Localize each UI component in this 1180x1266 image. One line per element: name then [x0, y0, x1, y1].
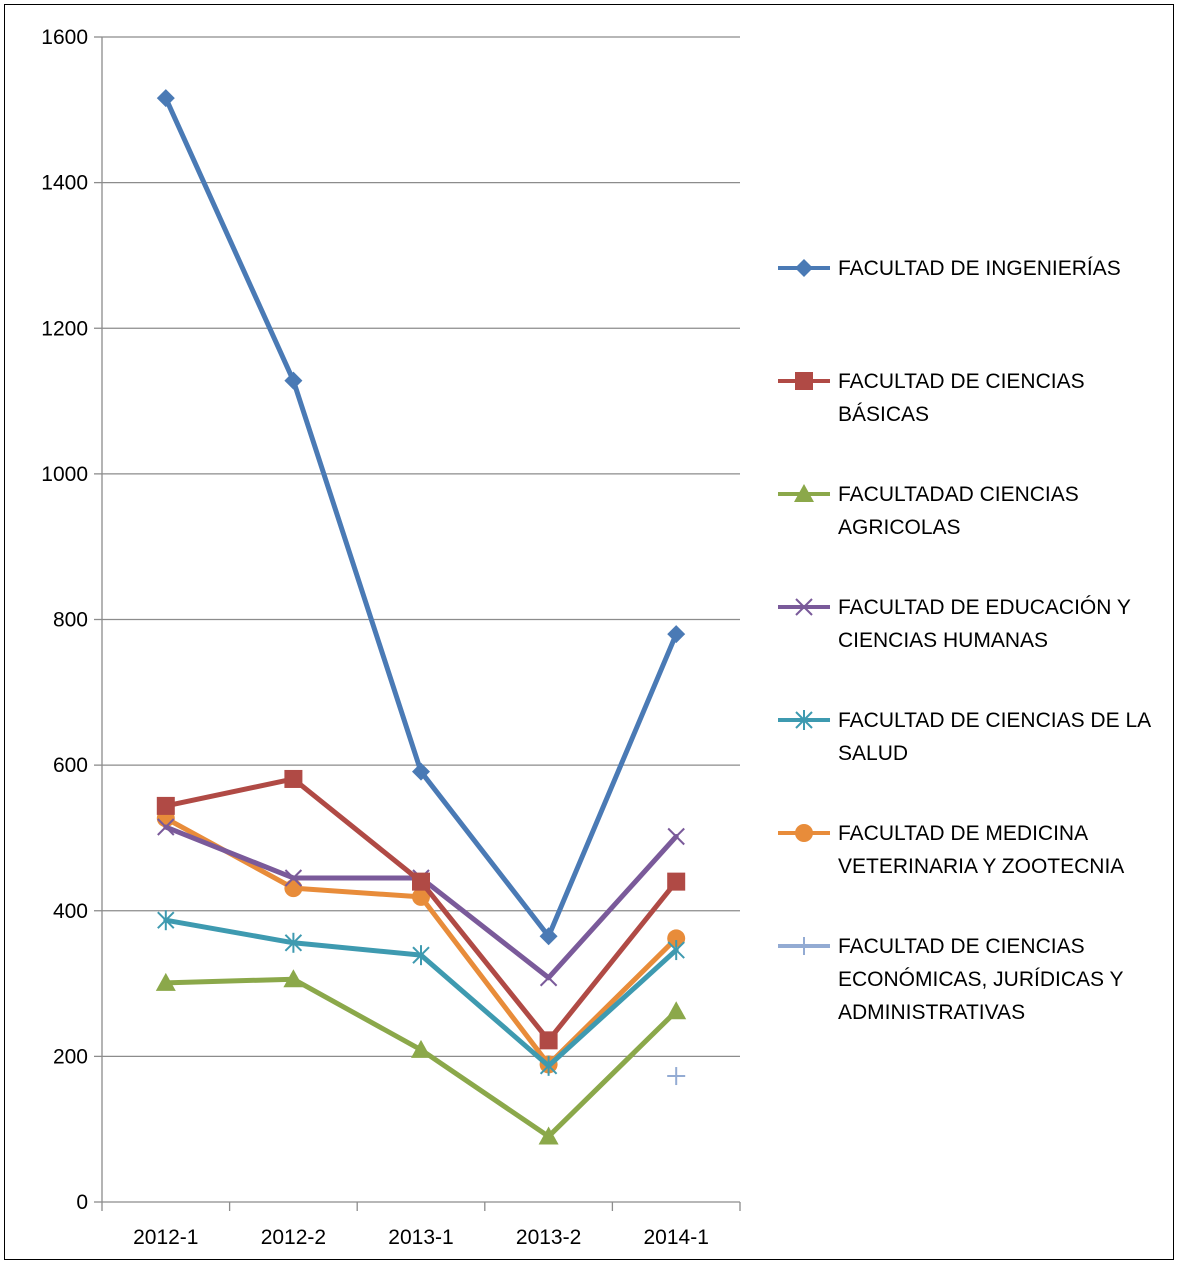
legend-entry: FACULTAD DE CIENCIAS DE LA SALUD [778, 709, 1151, 765]
y-tick-label: 1600 [41, 26, 88, 49]
y-tick-label: 800 [53, 609, 88, 632]
legend-label-line: FACULTAD DE EDUCACIÓN Y [838, 596, 1131, 619]
x-tick-label: 2012-1 [133, 1226, 198, 1249]
legend-label-line: BÁSICAS [838, 403, 929, 426]
data-point [412, 887, 430, 906]
legend-marker [795, 372, 813, 390]
series-1 [156, 89, 686, 946]
data-point [539, 927, 558, 946]
legend-entry: FACULTAD DE CIENCIAS BÁSICAS [778, 370, 1085, 426]
y-tick-label: 0 [76, 1191, 88, 1214]
data-point [412, 762, 430, 781]
y-tick-label: 400 [53, 900, 88, 923]
chart-frame [4, 4, 1174, 1260]
legend-entry: FACULTADAD CIENCIAS AGRICOLAS [778, 483, 1079, 539]
legend-marker [795, 710, 813, 730]
legend-entry: FACULTAD DE CIENCIAS ECONÓMICAS, JURÍDICA… [778, 935, 1124, 1024]
legend-marker [795, 824, 813, 842]
data-point [667, 940, 685, 961]
x-tick-label: 2013-2 [516, 1226, 581, 1249]
legend-label-line: FACULTAD DE INGENIERÍAS [838, 257, 1121, 280]
data-point [284, 371, 303, 390]
data-point [284, 769, 303, 788]
series-lines [155, 89, 687, 1145]
y-tick-label: 1000 [41, 463, 88, 486]
legend-label-line: FACULTADAD CIENCIAS [838, 483, 1079, 506]
data-point [283, 969, 304, 988]
series-7 [667, 1067, 686, 1086]
data-point [411, 1039, 431, 1058]
legend-label-line: CIENCIAS HUMANAS [838, 629, 1048, 652]
series-line [163, 976, 679, 1139]
y-tick-label: 600 [53, 754, 88, 777]
data-point [539, 1055, 558, 1076]
legend-marker [795, 259, 813, 277]
data-point [412, 945, 430, 966]
data-point [157, 910, 175, 931]
series-5 [157, 910, 685, 1076]
legend-label: FACULTAD DE MEDICINA VETERINARIA Y ZOOTEC… [838, 822, 1124, 878]
data-point [284, 869, 303, 887]
legend-marker [795, 937, 813, 955]
data-point [156, 89, 175, 108]
data-point [539, 1031, 558, 1050]
series-6 [156, 809, 686, 1074]
legend-entry: FACULTAD DE MEDICINA VETERINARIA Y ZOOTEC… [778, 822, 1124, 878]
data-point [155, 972, 176, 991]
series-2 [156, 769, 686, 1050]
legend-label-line: ADMINISTRATIVAS [838, 1001, 1025, 1024]
legend-label: FACULTAD DE CIENCIAS ECONÓMICAS, JURÍDICA… [838, 935, 1124, 1024]
legend: FACULTAD DE INGENIERÍAS FACULTAD DE CIENC… [778, 257, 1151, 1024]
legend-label-line: FACULTAD DE CIENCIAS [838, 935, 1085, 958]
legend-label: FACULTAD DE CIENCIAS DE LA SALUD [838, 709, 1151, 765]
series-line [163, 95, 679, 939]
legend-label-line: SALUD [838, 742, 908, 765]
data-point [284, 932, 303, 953]
legend-label-line: ECONÓMICAS, JURÍDICAS Y [838, 968, 1124, 991]
legend-entry: FACULTAD DE EDUCACIÓN Y CIENCIAS HUMANAS [778, 596, 1131, 652]
data-point [667, 872, 686, 891]
data-point [539, 969, 558, 987]
data-point [667, 929, 686, 948]
y-tick-label: 1400 [41, 172, 88, 195]
data-point [667, 827, 685, 846]
data-point [412, 872, 430, 891]
x-tick-label: 2013-1 [388, 1226, 453, 1249]
legend-label-line: FACULTAD DE CIENCIAS [838, 370, 1085, 393]
legend-entry: FACULTAD DE INGENIERÍAS [778, 257, 1121, 280]
axes: 0 200 400 600 800 1000 1200 1400 1600 2012-1 2012-… [41, 26, 741, 1249]
data-point [284, 879, 303, 898]
legend-label-line: VETERINARIA Y ZOOTECNIA [838, 855, 1124, 878]
data-point [666, 1001, 687, 1020]
data-point [156, 796, 175, 815]
legend-label: FACULTAD DE INGENIERÍAS [838, 257, 1121, 280]
legend-label: FACULTAD DE CIENCIAS BÁSICAS [838, 370, 1085, 426]
legend-label: FACULTAD DE EDUCACIÓN Y CIENCIAS HUMANAS [838, 596, 1131, 652]
legend-label: FACULTADAD CIENCIAS AGRICOLAS [838, 483, 1079, 539]
legend-marker [794, 484, 814, 502]
data-point [538, 1126, 559, 1145]
legend-label-line: AGRICOLAS [838, 516, 961, 539]
y-tick-label: 200 [53, 1045, 88, 1068]
data-point [667, 1067, 686, 1086]
legend-label-line: FACULTAD DE CIENCIAS DE LA [838, 709, 1151, 732]
data-point [157, 818, 175, 836]
series-3 [155, 969, 687, 1145]
x-tick-label: 2012-2 [261, 1226, 326, 1249]
x-tick-label: 2014-1 [644, 1226, 709, 1249]
legend-label-line: FACULTAD DE MEDICINA [838, 822, 1088, 845]
y-tick-label: 1200 [41, 317, 88, 340]
legend-marker [795, 598, 813, 616]
data-point [667, 625, 686, 644]
